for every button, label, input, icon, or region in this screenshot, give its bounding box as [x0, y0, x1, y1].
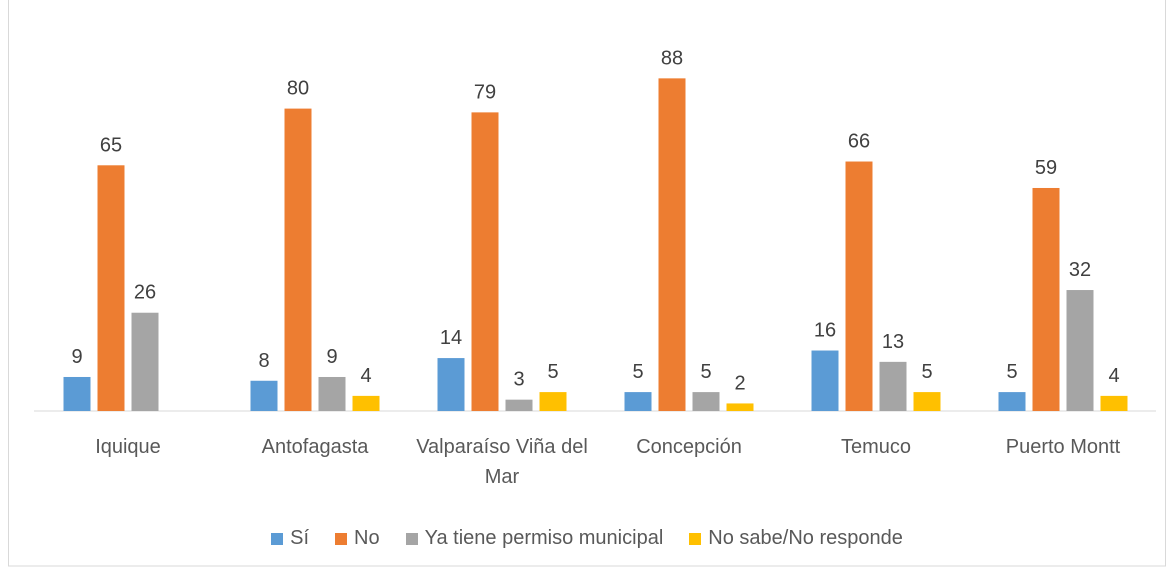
bar [658, 78, 686, 412]
data-label: 13 [882, 331, 904, 353]
data-label: 79 [474, 81, 496, 103]
x-tick-label: Iquique [95, 436, 161, 458]
data-label: 2 [734, 372, 745, 394]
x-tick-label-box: Concepción [636, 436, 742, 458]
bar [845, 161, 873, 411]
legend: Sí No Ya tiene permiso municipal No sabe/No… [0, 527, 1174, 550]
bar [284, 108, 312, 411]
bar [131, 312, 159, 411]
x-tick-label: Temuco [840, 436, 912, 458]
bar [505, 399, 533, 411]
legend-swatch [271, 532, 284, 545]
bar [913, 392, 941, 411]
x-tick-label-box: Puerto Montt [1005, 436, 1121, 458]
data-label: 5 [547, 361, 558, 383]
legend-item: No [335, 527, 380, 550]
data-label: 5 [921, 361, 932, 383]
bar [1032, 187, 1060, 411]
chart-border [8, 0, 1166, 567]
x-tick-label-box: Iquique [95, 436, 161, 458]
bar [97, 165, 125, 411]
legend-swatch [335, 532, 348, 545]
legend-swatch [405, 532, 418, 545]
data-label: 80 [287, 78, 309, 100]
data-label: 4 [1108, 365, 1119, 387]
x-tick-label-box: Antofagasta [261, 436, 369, 458]
data-label: 32 [1069, 259, 1091, 281]
x-tick-label: Concepción [636, 436, 742, 458]
data-label: 4 [360, 365, 371, 387]
data-label: 9 [326, 346, 337, 368]
bar [692, 392, 720, 411]
bar [624, 392, 652, 411]
legend-label: Sí [290, 527, 310, 549]
bar [1100, 395, 1128, 411]
legend-swatch [689, 532, 702, 545]
bar [998, 392, 1026, 411]
data-label: 3 [513, 369, 524, 391]
bar [539, 392, 567, 411]
data-label: 9 [71, 346, 82, 368]
data-label: 8 [258, 350, 269, 372]
legend-item: No sabe/No responde [689, 527, 903, 550]
data-label: 65 [100, 134, 122, 156]
data-label: 14 [440, 327, 462, 349]
data-label: 5 [1006, 361, 1017, 383]
bar [1066, 290, 1094, 411]
bar [726, 403, 754, 411]
x-tick-label: Antofagasta [261, 436, 369, 458]
data-label: 16 [814, 320, 836, 342]
legend-label: No [354, 527, 380, 549]
bar [352, 395, 380, 411]
legend-label: No sabe/No responde [708, 527, 903, 549]
data-label: 88 [661, 47, 683, 69]
x-tick-label-box: Valparaíso Viña del Mar [416, 436, 588, 488]
data-label: 59 [1035, 157, 1057, 179]
data-label: 5 [632, 361, 643, 383]
bar [318, 376, 346, 411]
bar [879, 361, 907, 411]
data-label: 5 [700, 361, 711, 383]
legend-label: Ya tiene permiso municipal [424, 527, 664, 549]
data-label: 26 [134, 282, 156, 304]
legend-item: Ya tiene permiso municipal [405, 527, 664, 550]
bar [437, 358, 465, 411]
x-tick-label-box: Temuco [840, 436, 912, 458]
bar [471, 112, 499, 411]
bar [63, 376, 91, 411]
x-tick-label: Puerto Montt [1005, 436, 1121, 458]
bar [250, 380, 278, 411]
legend-item: Sí [271, 527, 309, 550]
bar [811, 350, 839, 411]
data-label: 66 [848, 131, 870, 153]
x-tick-label: Valparaíso Viña del Mar [416, 436, 588, 488]
